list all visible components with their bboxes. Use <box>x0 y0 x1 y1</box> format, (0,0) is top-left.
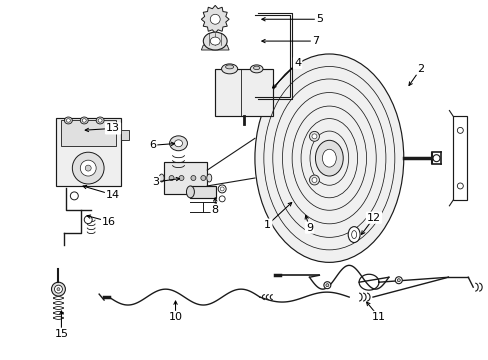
Text: 7: 7 <box>311 36 318 46</box>
Ellipse shape <box>309 131 319 141</box>
Ellipse shape <box>396 279 400 282</box>
Text: 16: 16 <box>102 217 116 227</box>
Ellipse shape <box>66 119 70 122</box>
Ellipse shape <box>351 231 356 239</box>
Polygon shape <box>61 121 116 146</box>
Text: 4: 4 <box>293 58 301 68</box>
Ellipse shape <box>325 284 328 287</box>
Polygon shape <box>201 45 229 50</box>
Ellipse shape <box>225 65 233 69</box>
Ellipse shape <box>221 64 237 74</box>
Ellipse shape <box>347 227 359 243</box>
Circle shape <box>70 192 78 200</box>
Ellipse shape <box>201 176 205 180</box>
Ellipse shape <box>190 176 196 180</box>
Ellipse shape <box>57 288 60 291</box>
Ellipse shape <box>210 37 220 45</box>
Ellipse shape <box>206 174 211 182</box>
Polygon shape <box>56 118 121 186</box>
Ellipse shape <box>309 175 319 185</box>
Ellipse shape <box>456 183 462 189</box>
Ellipse shape <box>322 149 336 167</box>
Ellipse shape <box>220 187 224 191</box>
Text: 14: 14 <box>106 190 120 200</box>
Ellipse shape <box>98 119 102 122</box>
Ellipse shape <box>82 119 86 122</box>
Text: 13: 13 <box>106 123 120 134</box>
Ellipse shape <box>169 136 187 151</box>
Ellipse shape <box>96 117 104 124</box>
Circle shape <box>80 160 96 176</box>
Polygon shape <box>215 69 272 117</box>
Ellipse shape <box>394 277 402 284</box>
Ellipse shape <box>218 185 225 193</box>
Circle shape <box>72 152 104 184</box>
Circle shape <box>85 165 91 171</box>
Text: 3: 3 <box>152 177 159 187</box>
Ellipse shape <box>315 140 343 176</box>
Ellipse shape <box>456 127 462 133</box>
Ellipse shape <box>51 282 65 296</box>
Ellipse shape <box>253 66 259 69</box>
Text: 15: 15 <box>54 329 68 339</box>
Text: 11: 11 <box>371 312 385 322</box>
Circle shape <box>84 216 92 224</box>
Text: 10: 10 <box>168 312 182 322</box>
Ellipse shape <box>80 117 88 124</box>
Ellipse shape <box>323 282 330 289</box>
Ellipse shape <box>186 186 194 198</box>
Text: 6: 6 <box>149 140 156 150</box>
Text: 12: 12 <box>366 213 380 223</box>
Polygon shape <box>190 186 216 198</box>
Polygon shape <box>201 5 229 33</box>
Ellipse shape <box>250 65 263 73</box>
Ellipse shape <box>174 140 182 147</box>
Polygon shape <box>452 117 467 200</box>
Polygon shape <box>121 130 129 140</box>
Circle shape <box>432 155 439 162</box>
Ellipse shape <box>179 176 183 180</box>
Ellipse shape <box>159 174 164 182</box>
Ellipse shape <box>210 14 220 24</box>
Ellipse shape <box>203 32 226 50</box>
Text: 9: 9 <box>305 222 312 233</box>
Polygon shape <box>163 162 207 194</box>
Ellipse shape <box>219 196 224 202</box>
Ellipse shape <box>311 177 316 183</box>
Ellipse shape <box>64 117 72 124</box>
Ellipse shape <box>169 176 174 180</box>
Text: 5: 5 <box>315 14 322 24</box>
Text: 1: 1 <box>264 220 271 230</box>
Text: 2: 2 <box>416 64 423 74</box>
Text: 8: 8 <box>211 205 218 215</box>
Ellipse shape <box>254 54 403 262</box>
Ellipse shape <box>311 134 316 139</box>
Ellipse shape <box>54 285 62 293</box>
